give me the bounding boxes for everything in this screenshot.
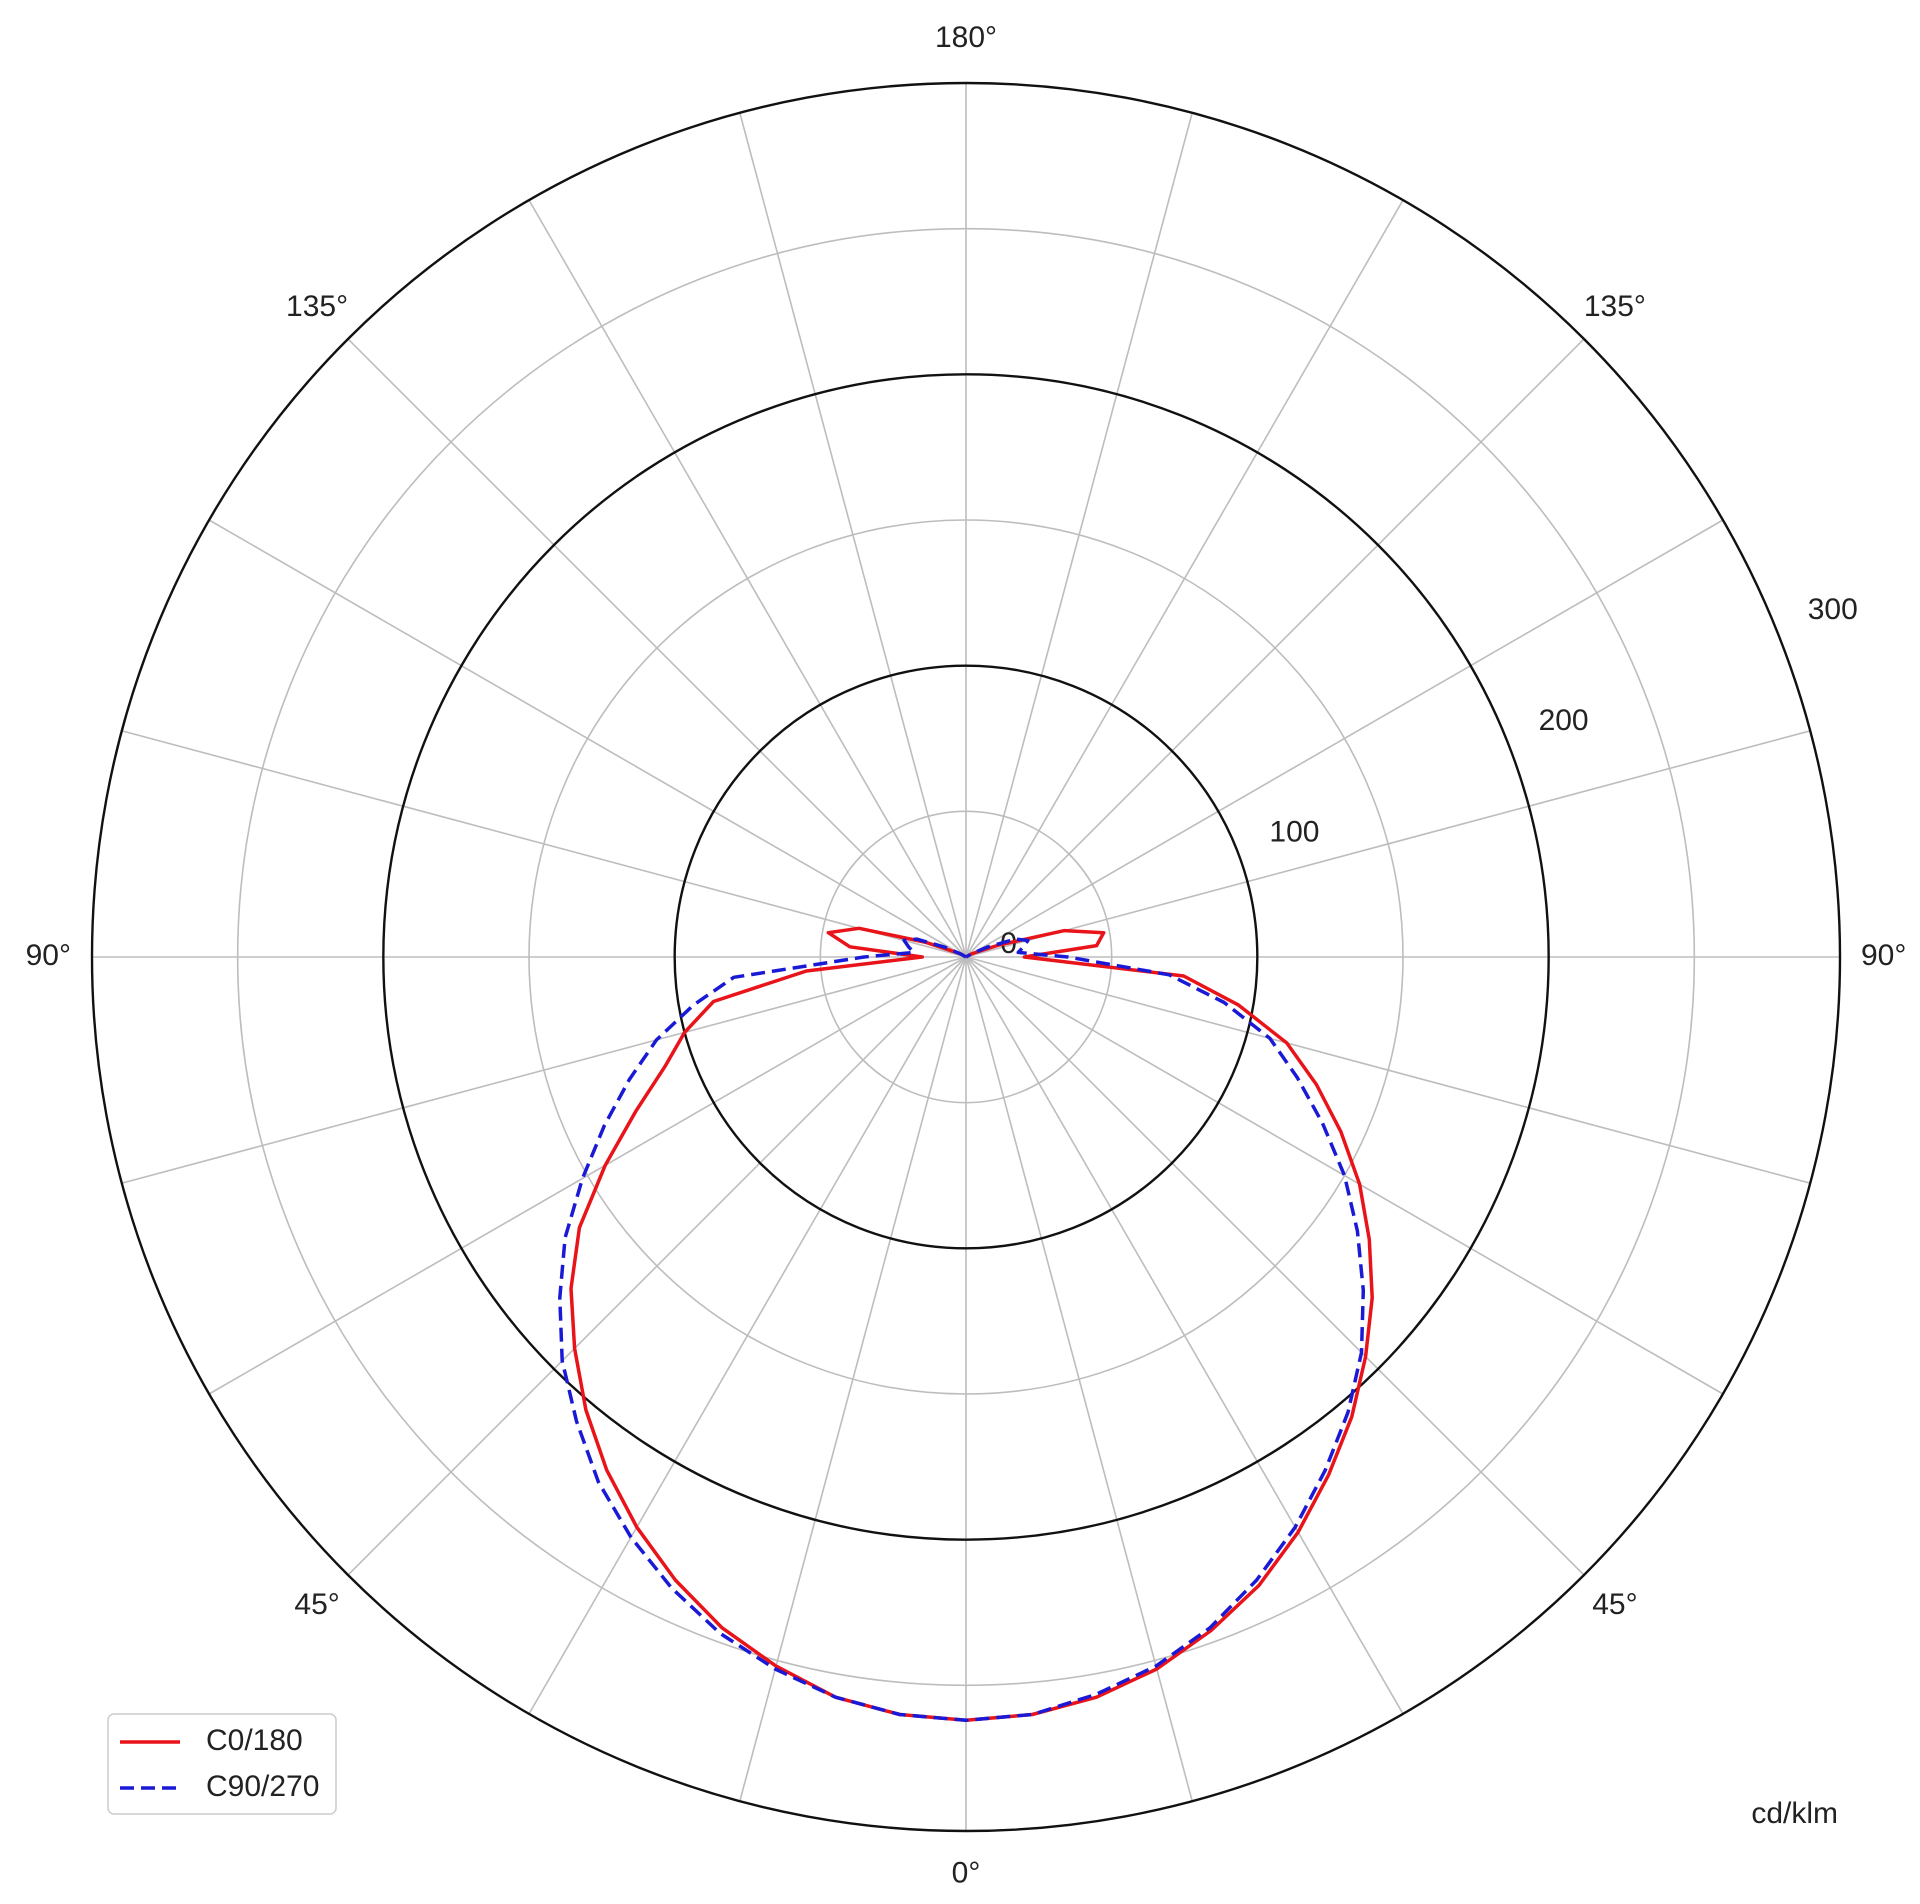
series-line: [569, 926, 1374, 1723]
series-line: [558, 937, 1366, 1723]
major-ring: [673, 664, 1259, 1250]
minor-ring: [528, 519, 1404, 1395]
minor-ring: [819, 810, 1113, 1104]
angle-tick-label: 90°: [1861, 939, 1906, 972]
legend-label: C90/270: [206, 1770, 319, 1803]
unit-label: cd/klm: [1751, 1797, 1838, 1830]
legend-label: C0/180: [206, 1724, 303, 1757]
angle-tick-label: 0°: [952, 1857, 981, 1890]
major-ring: [90, 81, 1842, 1833]
angle-tick-label: 45°: [1592, 1588, 1637, 1621]
major-ring: [382, 373, 1550, 1541]
angle-tick-label: 135°: [1584, 290, 1646, 323]
angle-tick-label: 45°: [294, 1588, 339, 1621]
radial-tick-label: 200: [1539, 704, 1589, 737]
angle-tick-label: 135°: [286, 290, 348, 323]
angle-tick-label: 180°: [935, 21, 997, 54]
angle-tick-label: 90°: [26, 939, 71, 972]
radial-tick-label: 300: [1808, 593, 1858, 626]
radial-tick-label: 100: [1269, 816, 1319, 849]
minor-ring: [236, 227, 1696, 1687]
